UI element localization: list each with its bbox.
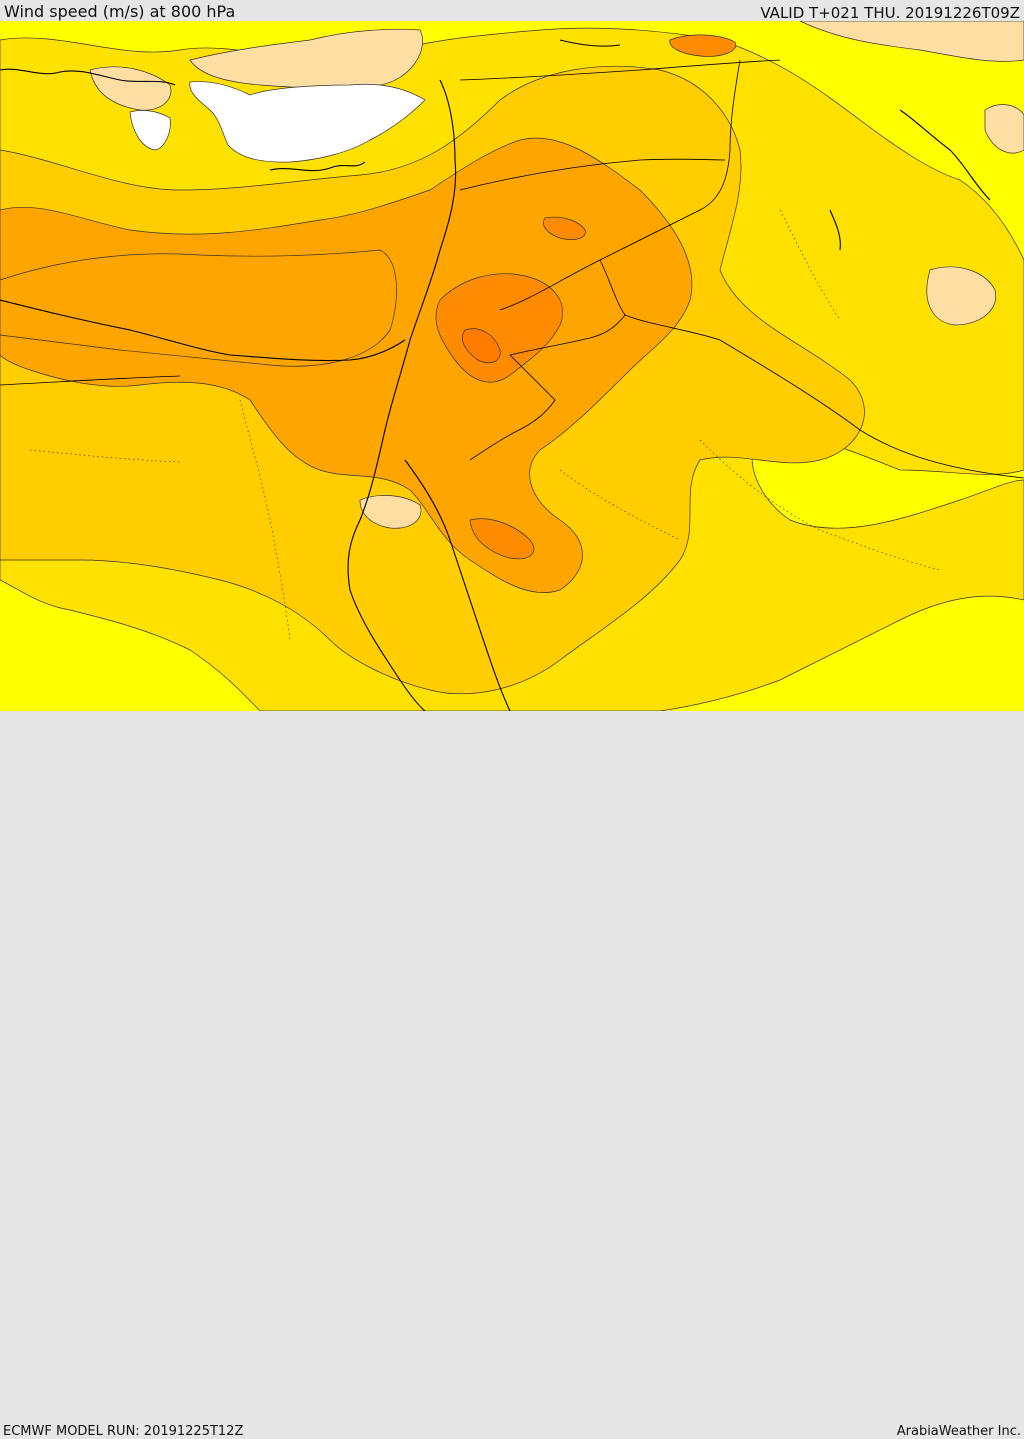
band-25-30 (0, 137, 693, 594)
band-30-35-d (669, 34, 737, 57)
band-5-10-sinai (359, 495, 422, 529)
map-title: Wind speed (m/s) at 800 hPa (4, 2, 236, 21)
band-5-10-anatolia (189, 28, 423, 89)
band-5-10-right (984, 104, 1024, 154)
wind-speed-map (0, 21, 1024, 711)
model-run: ECMWF MODEL RUN: 20191225T12Z (3, 1424, 244, 1439)
valid-time: VALID T+021 THU. 20191226T09Z (760, 4, 1020, 22)
header-bar: Wind speed (m/s) at 800 hPa VALID T+021 … (0, 0, 1024, 22)
admin-boundaries (29, 209, 941, 641)
coastlines (0, 39, 991, 711)
band-30-35-b (469, 518, 535, 560)
footer-bar: ECMWF MODEL RUN: 20191225T12Z ArabiaWeat… (0, 711, 1024, 1439)
band-25-30-west (0, 249, 397, 367)
band-lt5-b (129, 110, 171, 151)
political-borders (0, 59, 1024, 479)
band-5-10-east (926, 266, 997, 326)
band-lt5 (189, 81, 426, 163)
band-30-35 (435, 273, 563, 383)
band-5-10-ne (799, 21, 1024, 62)
credit-text: ArabiaWeather Inc. (896, 1424, 1021, 1439)
map-canvas (0, 21, 1024, 711)
band-30-35-c (543, 216, 586, 240)
band-35-40 (462, 328, 501, 364)
